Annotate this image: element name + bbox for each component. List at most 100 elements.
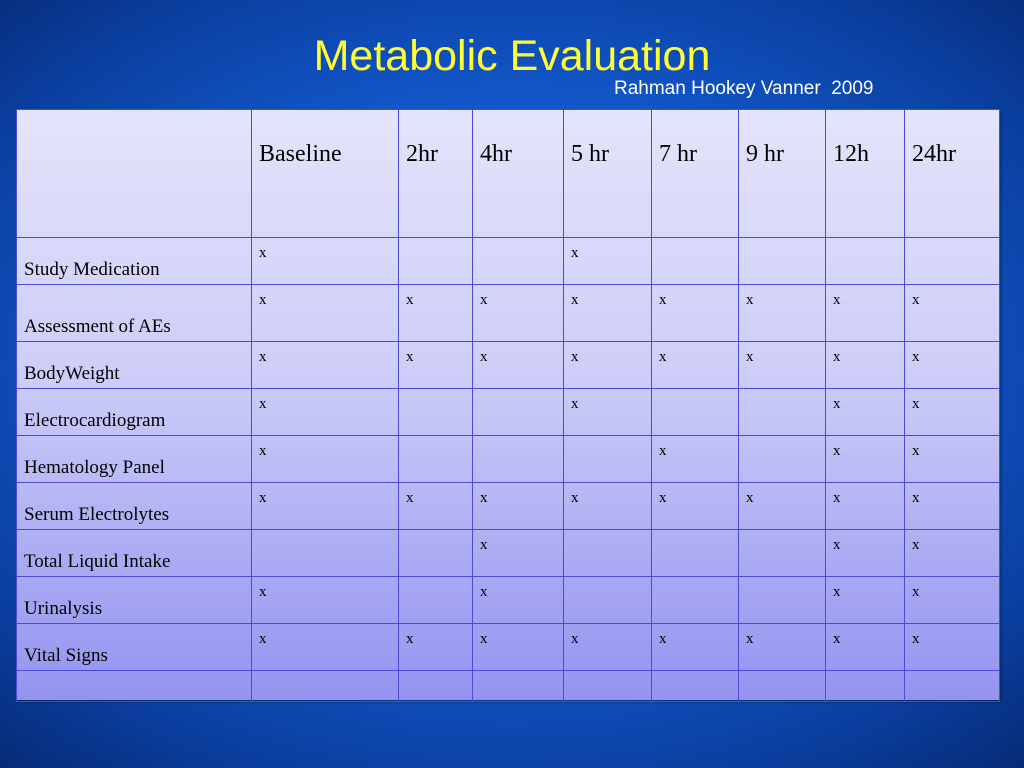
table-row: Electrocardiogram x x x x — [16, 388, 1000, 436]
table-cell: x — [904, 435, 1000, 483]
table-cell — [251, 529, 399, 577]
table-cell: x — [563, 388, 652, 436]
table-cell: x — [398, 623, 473, 671]
row-label: Electrocardiogram — [16, 388, 252, 436]
table-cell — [472, 388, 564, 436]
table-cell — [651, 576, 739, 624]
schedule-grid: Baseline 2hr 4hr 5 hr 7 hr 9 hr 12h 24hr… — [16, 109, 1000, 702]
table-cell — [563, 529, 652, 577]
table-cell: x — [472, 623, 564, 671]
table-row: Study Medication x x — [16, 237, 1000, 285]
table-cell — [398, 388, 473, 436]
table-cell — [651, 529, 739, 577]
table-cell: x — [251, 284, 399, 342]
row-label: Vital Signs — [16, 623, 252, 671]
table-cell — [738, 576, 826, 624]
column-header: 7 hr — [651, 109, 739, 238]
table-cell: x — [651, 341, 739, 389]
table-cell — [651, 237, 739, 285]
table-cell: x — [472, 576, 564, 624]
table-cell — [904, 237, 1000, 285]
table-cell — [251, 670, 399, 702]
table-row: BodyWeight x x x x x x x x — [16, 341, 1000, 389]
table-cell: x — [563, 623, 652, 671]
corner-cell — [16, 109, 252, 238]
table-cell: x — [398, 284, 473, 342]
table-cell: x — [472, 341, 564, 389]
table-cell — [472, 237, 564, 285]
table-cell: x — [904, 529, 1000, 577]
table-cell: x — [251, 482, 399, 530]
table-cell — [738, 529, 826, 577]
table-cell — [472, 435, 564, 483]
column-header: 24hr — [904, 109, 1000, 238]
column-header: 9 hr — [738, 109, 826, 238]
table-cell — [738, 435, 826, 483]
table-cell: x — [825, 435, 905, 483]
table-cell: x — [738, 341, 826, 389]
table-row: Urinalysis x x x x — [16, 576, 1000, 624]
row-label: Total Liquid Intake — [16, 529, 252, 577]
table-cell: x — [825, 284, 905, 342]
table-cell: x — [251, 341, 399, 389]
table-cell: x — [825, 482, 905, 530]
table-cell — [738, 237, 826, 285]
row-label: Hematology Panel — [16, 435, 252, 483]
table-row: Hematology Panel x x x x — [16, 435, 1000, 483]
table-cell — [398, 529, 473, 577]
slide-title: Metabolic Evaluation — [313, 32, 711, 80]
column-header: 4hr — [472, 109, 564, 238]
column-header: 12h — [825, 109, 905, 238]
table-cell: x — [651, 435, 739, 483]
column-header: 2hr — [398, 109, 473, 238]
row-label: BodyWeight — [16, 341, 252, 389]
column-header: 5 hr — [563, 109, 652, 238]
evaluation-schedule-table: Baseline 2hr 4hr 5 hr 7 hr 9 hr 12h 24hr… — [16, 109, 1000, 702]
table-cell: x — [825, 341, 905, 389]
table-cell — [825, 670, 905, 702]
slide-subtitle: Rahman Hookey Vanner 2009 — [614, 78, 874, 99]
table-cell — [651, 670, 739, 702]
table-cell — [398, 576, 473, 624]
table-header-row: Baseline 2hr 4hr 5 hr 7 hr 9 hr 12h 24hr — [16, 109, 1000, 238]
table-cell: x — [651, 284, 739, 342]
table-cell — [825, 237, 905, 285]
table-cell — [398, 670, 473, 702]
table-cell: x — [904, 482, 1000, 530]
table-row: Serum Electrolytes x x x x x x x x — [16, 482, 1000, 530]
row-label: Study Medication — [16, 237, 252, 285]
table-cell: x — [251, 388, 399, 436]
table-cell: x — [904, 388, 1000, 436]
table-cell: x — [825, 529, 905, 577]
table-cell: x — [651, 623, 739, 671]
table-cell — [563, 576, 652, 624]
table-row: Total Liquid Intake x x x — [16, 529, 1000, 577]
table-cell — [738, 388, 826, 436]
table-cell: x — [472, 284, 564, 342]
table-cell: x — [825, 388, 905, 436]
table-cell: x — [825, 576, 905, 624]
table-cell: x — [651, 482, 739, 530]
table-cell: x — [398, 482, 473, 530]
table-cell — [472, 670, 564, 702]
table-cell: x — [904, 623, 1000, 671]
table-cell: x — [563, 341, 652, 389]
table-cell: x — [563, 237, 652, 285]
table-cell — [398, 435, 473, 483]
table-cell: x — [563, 482, 652, 530]
table-cell: x — [825, 623, 905, 671]
table-cell: x — [738, 284, 826, 342]
table-cell — [563, 670, 652, 702]
table-cell: x — [904, 284, 1000, 342]
table-cell — [738, 670, 826, 702]
table-row: Assessment of AEs x x x x x x x x — [16, 284, 1000, 342]
table-cell: x — [904, 341, 1000, 389]
table-cell: x — [251, 237, 399, 285]
table-cell: x — [398, 341, 473, 389]
row-label: Serum Electrolytes — [16, 482, 252, 530]
table-cell — [651, 388, 739, 436]
row-label: Assessment of AEs — [16, 284, 252, 342]
table-cell: x — [251, 576, 399, 624]
table-cell — [563, 435, 652, 483]
table-cell: x — [738, 482, 826, 530]
